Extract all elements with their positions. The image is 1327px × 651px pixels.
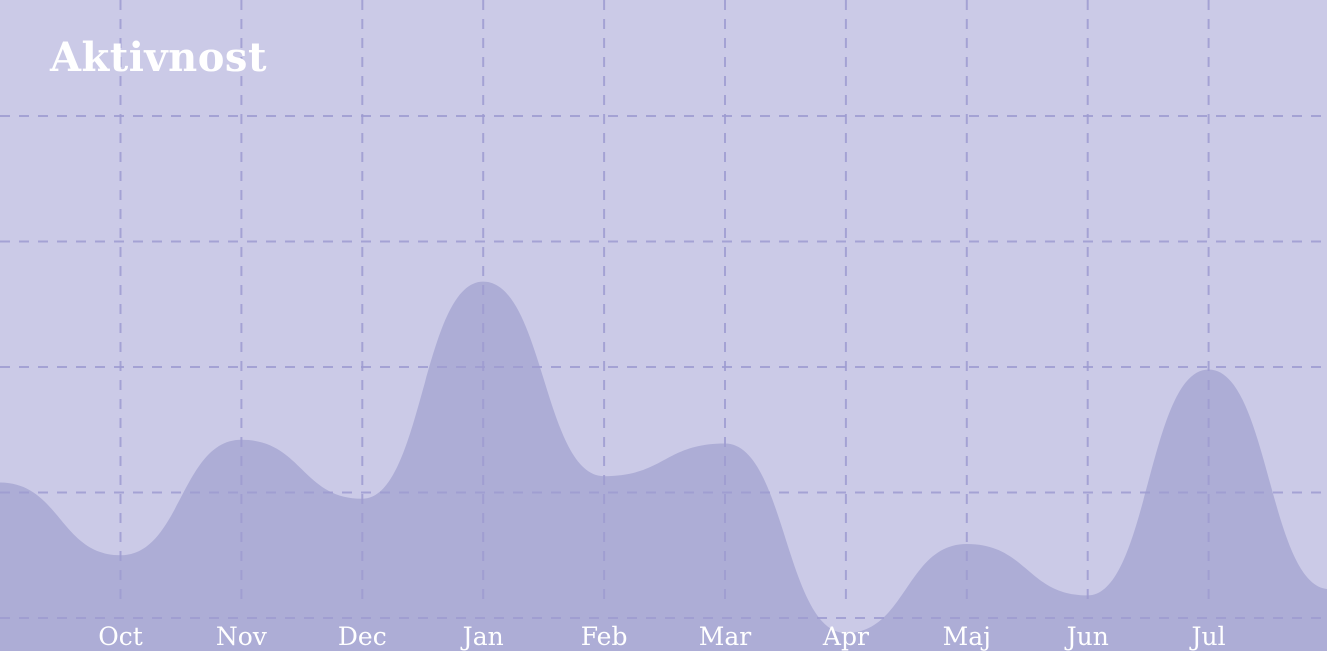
chart-title: Aktivnost	[50, 34, 267, 81]
x-tick-label: Maj	[943, 622, 991, 651]
x-tick-label: Nov	[216, 622, 268, 651]
x-tick-label: Oct	[98, 622, 143, 651]
area-series	[0, 281, 1327, 651]
x-tick-label: Jan	[460, 622, 504, 651]
x-tick-label: Mar	[699, 622, 752, 651]
x-tick-label: Dec	[338, 622, 387, 651]
x-tick-label: Feb	[581, 622, 628, 651]
x-tick-label: Apr	[822, 622, 869, 651]
x-tick-label: Jul	[1189, 622, 1226, 651]
x-tick-label: Jun	[1064, 622, 1109, 651]
